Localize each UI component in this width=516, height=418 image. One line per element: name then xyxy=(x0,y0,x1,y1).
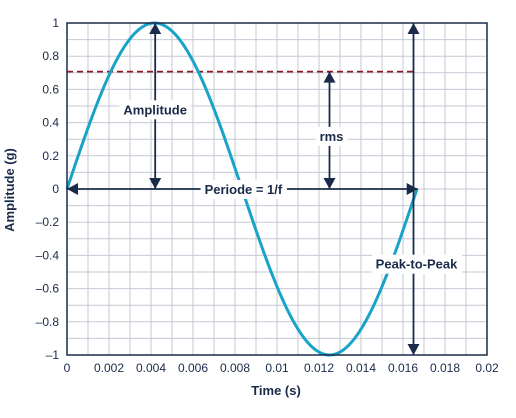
y-tick-label: 0.4 xyxy=(42,116,59,130)
amplitude-label: Amplitude xyxy=(123,102,187,117)
x-tick-label: 0.014 xyxy=(346,361,376,375)
periode-label-background xyxy=(200,180,287,199)
y-tick-label: 1 xyxy=(52,16,59,30)
axes-frame xyxy=(66,22,488,356)
y-tick-labels: 1 0.8 0.6 0.4 0.2 0 –0.2 –0.4 –0.6 –0.8 –1 xyxy=(36,16,60,362)
rms-arrow-head-bottom xyxy=(323,178,336,189)
y-tick-label: –0.4 xyxy=(36,248,60,262)
x-tick-label: 0.006 xyxy=(178,361,208,375)
x-tick-label: 0.01 xyxy=(265,361,289,375)
y-tick-label: –0.8 xyxy=(36,315,60,329)
x-tick-labels: 0 0.002 0.004 0.006 0.008 0.01 0.012 0.014 0.016… xyxy=(64,361,499,375)
x-tick-label: 0.018 xyxy=(430,361,460,375)
amplitude-arrow-head-top xyxy=(149,23,162,34)
y-tick-label: 0.6 xyxy=(42,82,59,96)
x-tick-label: 0.008 xyxy=(220,361,250,375)
plot-frame xyxy=(66,22,488,356)
x-tick-label: 0 xyxy=(64,361,71,375)
y-tick-label: –0.6 xyxy=(36,282,60,296)
x-tick-label: 0.012 xyxy=(304,361,334,375)
periode-arrow-head-right xyxy=(406,183,418,195)
y-tick-label: –0.2 xyxy=(36,215,60,229)
x-axis-title: Time (s) xyxy=(251,383,301,398)
peak-to-peak-arrow-head-top xyxy=(407,23,420,34)
amplitude-arrow-head-bottom xyxy=(149,178,162,189)
peak-to-peak-label: Peak-to-Peak xyxy=(376,257,458,272)
rms-arrow-head-top xyxy=(323,71,336,83)
annotation-labels: Amplitude rms Periode = 1/f Peak-to-Peak xyxy=(119,100,463,274)
periode-arrow-head-left xyxy=(67,183,78,195)
peak-to-peak-label-background xyxy=(371,254,463,274)
periode-label: Periode = 1/f xyxy=(205,182,283,197)
y-tick-label: –1 xyxy=(46,348,60,362)
peak-to-peak-arrow-head-bottom xyxy=(407,344,420,355)
y-axis-title: Amplitude (g) xyxy=(2,148,17,232)
x-tick-label: 0.02 xyxy=(475,361,499,375)
amplitude-label-background xyxy=(119,100,191,120)
y-tick-label: 0.2 xyxy=(42,149,59,163)
rms-label: rms xyxy=(320,129,344,144)
x-tick-label: 0.004 xyxy=(136,361,166,375)
x-tick-label: 0.016 xyxy=(388,361,418,375)
rms-label-background xyxy=(315,126,348,146)
x-tick-label: 0.002 xyxy=(94,361,124,375)
y-tick-label: 0 xyxy=(52,182,59,196)
y-tick-label: 0.8 xyxy=(42,49,59,63)
